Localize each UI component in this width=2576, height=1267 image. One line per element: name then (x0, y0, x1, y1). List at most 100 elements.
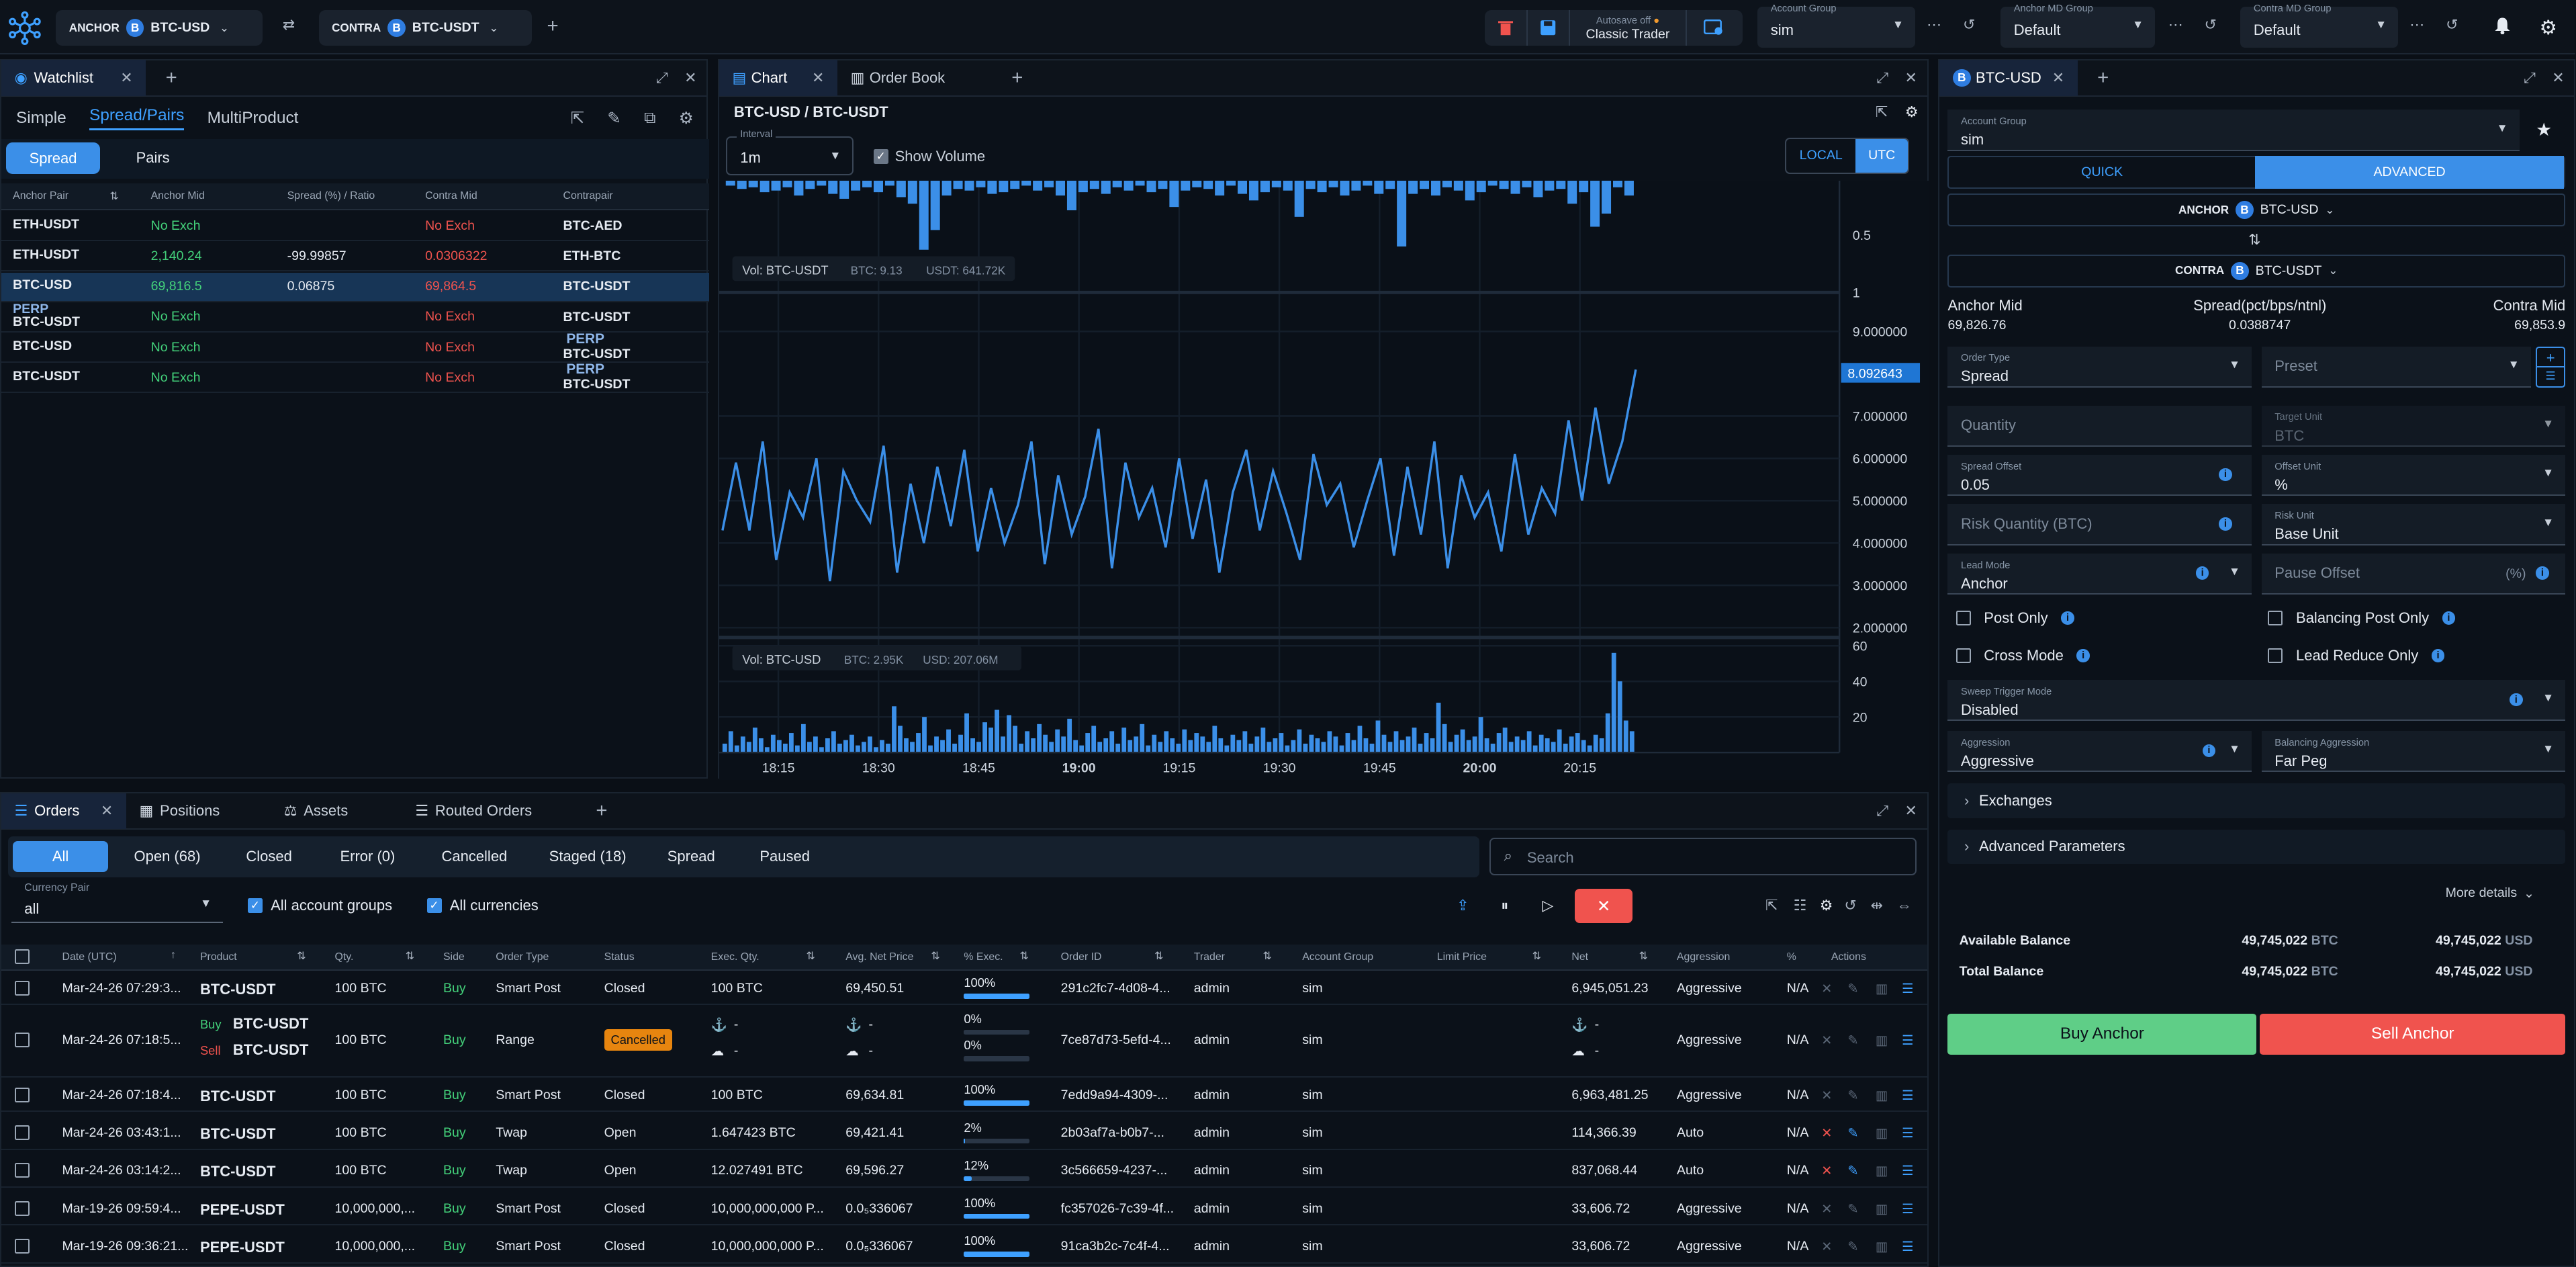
play-icon[interactable]: ▷ (1542, 897, 1554, 914)
cancel-order-icon[interactable]: ✕ (1821, 1126, 1833, 1141)
sort-icon[interactable]: ⇅ (1019, 951, 1029, 963)
close-panel-icon[interactable]: ✕ (684, 69, 697, 86)
list-presets-icon[interactable]: ☰ (2545, 369, 2556, 382)
contra-selector[interactable]: CONTRA B BTC-USDT ⌄ (318, 9, 533, 46)
mode-simple[interactable]: Simple (16, 108, 66, 127)
cancel-order-icon[interactable]: ✕ (1821, 1088, 1833, 1103)
export-icon[interactable]: ⇪ (1457, 897, 1469, 914)
copy-order-icon[interactable]: ▥ (1875, 1164, 1888, 1179)
sort-icon[interactable]: ⇅ (297, 951, 306, 963)
sort-icon[interactable]: ↑ (170, 949, 176, 961)
tab-orders[interactable]: ☰ Orders ✕ (1, 793, 126, 829)
cancel-all-button[interactable]: ✕ (1575, 888, 1632, 924)
col-header[interactable]: Date (UTC) (62, 951, 117, 963)
sort-icon[interactable]: ⇅ (1532, 951, 1541, 963)
tz-local[interactable]: LOCAL (1799, 148, 1843, 163)
ticket-account-group-select[interactable]: Account Group sim ▼ (1947, 110, 2520, 151)
sort-icon[interactable]: ⇅ (1262, 951, 1272, 963)
col-anchor-pair[interactable]: Anchor Pair (13, 190, 69, 202)
more-details-toggle[interactable]: More details ⌄ (2446, 885, 2535, 902)
quantity-input[interactable]: Quantity (1947, 405, 2252, 447)
mode-spread-pairs[interactable]: Spread/Pairs (89, 106, 185, 130)
gear-icon[interactable]: ⚙ (1904, 103, 1919, 120)
balancing-post-only-checkbox[interactable]: Balancing Post Only i (2268, 609, 2456, 627)
risk-unit-select[interactable]: Risk Unit Base Unit ▼ (2261, 504, 2566, 545)
collapse-columns-icon[interactable]: ⇹ (1870, 897, 1883, 914)
mode-advanced[interactable]: ADVANCED (2254, 155, 2565, 189)
add-tab-icon[interactable]: + (165, 66, 177, 89)
details-icon[interactable]: ☰ (1902, 1033, 1914, 1048)
order-row[interactable]: Mar-24-26 03:43:1... BTC-USDT 100 BTC Buy Tw… (1, 1117, 1927, 1150)
watchlist-row[interactable]: BTC-USDT No Exch No Exch PERP BTC-USDT (1, 361, 710, 394)
col-contra-mid[interactable]: Contra Mid (425, 190, 477, 202)
copy-order-icon[interactable]: ▥ (1875, 1201, 1888, 1217)
info-icon[interactable]: i (2219, 517, 2232, 531)
spread-line[interactable] (721, 369, 1637, 581)
filter-cancelled[interactable]: Cancelled (441, 847, 508, 865)
info-icon[interactable]: i (2510, 693, 2523, 707)
order-row[interactable]: Mar-24-26 07:29:3... BTC-USDT 100 BTC Buy Sm… (1, 973, 1927, 1006)
mode-multiproduct[interactable]: MultiProduct (207, 108, 299, 127)
details-icon[interactable]: ☰ (1902, 1126, 1914, 1141)
sort-icon[interactable]: ⇅ (109, 191, 119, 203)
copy-order-icon[interactable]: ▥ (1875, 1239, 1888, 1254)
watchlist-row[interactable]: ETH-USDT 2,140.24 -99.99857 0.0306322 ETH-BT… (1, 242, 710, 272)
exchanges-accordion[interactable]: › Exchanges (1947, 783, 2566, 818)
cancel-order-icon[interactable]: ✕ (1821, 1033, 1833, 1048)
sort-icon[interactable]: ⇅ (405, 951, 415, 963)
expand-icon[interactable]: ⤢ (656, 69, 668, 86)
close-icon[interactable]: ✕ (120, 69, 133, 86)
order-row[interactable]: Mar-24-26 03:14:2... BTC-USDT 100 BTC Buy Tw… (1, 1155, 1927, 1188)
col-spread[interactable]: Spread (%) / Ratio (287, 190, 375, 202)
ticket-contra-select[interactable]: CONTRA B BTC-USDT ⌄ (1947, 254, 2566, 288)
tz-utc[interactable]: UTC (1855, 138, 1908, 173)
expand-columns-icon[interactable]: ⇔ (1896, 897, 1912, 914)
close-panel-icon[interactable]: ✕ (2552, 69, 2565, 86)
anchor-md-group-select[interactable]: Anchor MD Group Default ▼ (2000, 3, 2156, 48)
gear-icon[interactable]: ⚙ (2539, 17, 2557, 40)
tab-btc-usd[interactable]: B BTC-USD ✕ (1939, 60, 2078, 96)
col-header[interactable]: Exec. Qty. (710, 951, 760, 963)
add-tab-icon[interactable]: + (2097, 66, 2109, 89)
tab-routed-orders[interactable]: ☰ Routed Orders (402, 793, 583, 829)
edit-order-icon[interactable]: ✎ (1847, 1239, 1859, 1254)
add-preset-icon[interactable]: + (2537, 348, 2565, 367)
col-header[interactable]: Limit Price (1436, 951, 1487, 963)
popout-icon[interactable]: ⇱ (1875, 103, 1888, 120)
col-header[interactable]: Side (443, 951, 465, 963)
watchlist-row[interactable]: PERP BTC-USDT No Exch No Exch BTC-USDT (1, 302, 710, 333)
popout-icon[interactable]: ⇱ (1765, 897, 1778, 914)
sweep-trigger-mode-select[interactable]: Sweep Trigger Mode Disabled i ▼ (1947, 680, 2566, 722)
popout-icon[interactable]: ⇱ (570, 109, 585, 128)
reset-icon[interactable]: ↺ (1844, 897, 1857, 914)
col-anchor-mid[interactable]: Anchor Mid (150, 190, 205, 202)
cancel-order-icon[interactable]: ✕ (1821, 1164, 1833, 1179)
info-icon[interactable]: i (2431, 649, 2445, 663)
tab-watchlist[interactable]: ◉ Watchlist ✕ (1, 60, 146, 96)
trash-icon[interactable] (1485, 9, 1528, 46)
cross-mode-checkbox[interactable]: Cross Mode i (1956, 647, 2090, 664)
toggle-pairs[interactable]: Pairs (136, 149, 170, 167)
edit-order-icon[interactable]: ✎ (1847, 1126, 1859, 1141)
copy-order-icon[interactable]: ▥ (1875, 1126, 1888, 1141)
info-icon[interactable]: i (2061, 611, 2074, 625)
save-icon[interactable] (1528, 9, 1571, 46)
sort-icon[interactable]: ⇅ (1639, 951, 1648, 963)
layout-settings-icon[interactable] (1685, 9, 1741, 46)
risk-quantity-input[interactable]: Risk Quantity (BTC) i (1947, 504, 2252, 545)
copy-order-icon[interactable]: ▥ (1875, 1033, 1888, 1048)
col-header[interactable]: Actions (1831, 951, 1866, 963)
more-icon[interactable]: ⋯ (2409, 16, 2425, 34)
swap-vertical-icon[interactable]: ⇅ (2248, 231, 2261, 249)
watchlist-row[interactable]: BTC-USD 69,816.5 0.06875 69,864.5 BTC-USDT (1, 272, 710, 302)
lead-reduce-only-checkbox[interactable]: Lead Reduce Only i (2268, 647, 2445, 664)
row-checkbox[interactable] (14, 1125, 30, 1141)
gear-icon[interactable]: ⚙ (1819, 897, 1833, 914)
order-row[interactable]: Mar-24-26 07:18:5... 100 BTC Buy Range Cance… (1, 1004, 1927, 1078)
col-header[interactable]: Avg. Net Price (845, 951, 914, 963)
info-icon[interactable]: i (2442, 611, 2456, 625)
aggression-select[interactable]: Aggression Aggressive i ▼ (1947, 731, 2252, 773)
col-contrapair[interactable]: Contrapair (563, 190, 613, 202)
row-checkbox[interactable] (14, 980, 30, 996)
details-icon[interactable]: ☰ (1902, 1239, 1914, 1254)
